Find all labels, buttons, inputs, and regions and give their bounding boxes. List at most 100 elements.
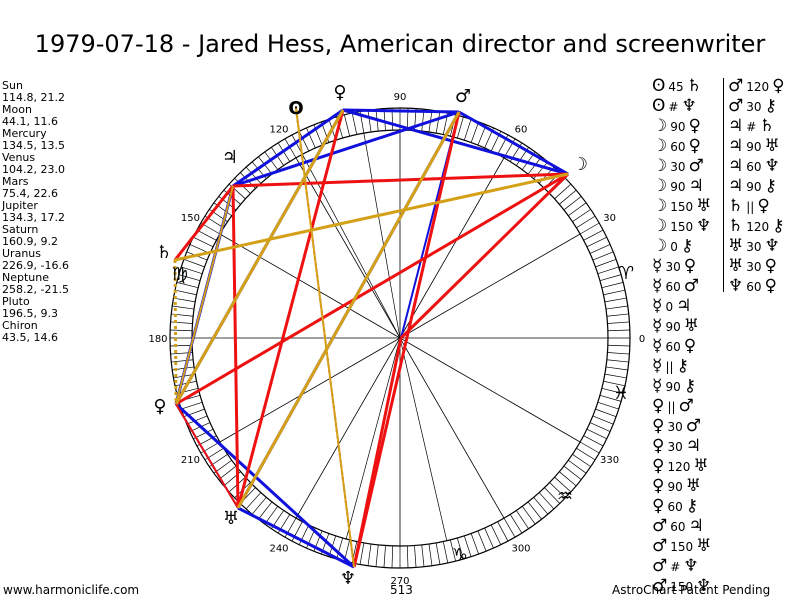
aspect-planet1: ☿	[652, 276, 663, 296]
aspect-entry: ♀ 60 ⚷	[652, 496, 698, 516]
house-spoke	[363, 133, 401, 339]
aspect-planet2: ♆	[696, 576, 712, 596]
aspect-planet1: ☿	[652, 336, 663, 356]
planet-coords: 226.9, -16.6	[2, 259, 69, 272]
jupiter-glyph: ♃	[222, 147, 238, 168]
aspect-line	[342, 108, 569, 176]
sun-glyph: ʘ	[288, 98, 303, 119]
ring-tick	[601, 282, 624, 289]
degree-label: 330	[600, 455, 619, 466]
aspect-angle: #	[670, 560, 681, 574]
planet-coords: 258.2, -21.5	[2, 283, 69, 296]
planet-name: Jupiter	[2, 199, 38, 212]
planet-coords: 160.9, 9.2	[2, 235, 58, 248]
aspect-planet1: ♂	[652, 516, 668, 536]
ring-tick	[601, 387, 624, 394]
ring-tick	[544, 487, 561, 504]
ring-tick	[181, 401, 203, 410]
aspect-planet1: ♂	[728, 76, 744, 96]
ring-tick	[606, 359, 629, 363]
aspect-angle: ||	[665, 360, 674, 374]
planet-name: Moon	[2, 103, 32, 116]
aspect-angle: 30	[667, 440, 683, 454]
aspect-planet2: ♀	[683, 336, 697, 356]
aspect-entry: ♂ # ♆	[652, 556, 699, 576]
ring-tick	[521, 506, 536, 525]
aspect-entry: ☽ 60 ♀	[652, 136, 701, 156]
aspect-line	[232, 172, 569, 188]
ring-tick	[391, 545, 394, 568]
planet-name: Mars	[2, 175, 29, 188]
aspect-line	[236, 111, 461, 509]
ring-tick	[595, 408, 617, 417]
aspect-planet1: ☿	[652, 356, 663, 376]
ring-tick	[435, 111, 441, 134]
aspect-planet1: ʘ	[652, 96, 666, 116]
ring-tick	[572, 454, 591, 467]
degree-label: 120	[269, 124, 288, 135]
aspect-line	[174, 109, 345, 405]
ring-tick	[589, 244, 611, 254]
aspect-planet1: ☽	[652, 176, 668, 196]
aspect-column-divider	[723, 78, 724, 292]
aspect-planet2: ♃	[688, 176, 704, 196]
ring-tick	[173, 297, 196, 303]
aspect-entry: ʘ 45 ♄	[652, 76, 702, 96]
aspect-angle: 150	[670, 580, 694, 594]
chart-title: 1979-07-18 - Jared Hess, American direct…	[34, 30, 766, 58]
ring-tick	[586, 236, 607, 248]
aspect-entry: ♀ || ♂	[652, 396, 694, 416]
degree-label: 150	[181, 213, 200, 224]
aspect-planet1: ☽	[652, 136, 668, 156]
ring-tick	[559, 189, 577, 205]
aspect-entry: ☿ 30 ♀	[652, 256, 696, 276]
degree-label: 30	[603, 213, 616, 224]
aspect-entry: ♃ 90 ⚷	[728, 176, 777, 196]
aspect-entry: ☽ 90 ♀	[652, 116, 701, 136]
ring-tick	[568, 202, 587, 217]
ring-tick	[484, 527, 494, 549]
aspect-planet2: ♃	[688, 516, 704, 536]
aspect-entry: ♀ 30 ♂	[652, 416, 701, 436]
aries-glyph: ♈	[618, 263, 634, 284]
ring-tick	[383, 108, 386, 131]
aspect-planet2: ♆	[764, 156, 780, 176]
ring-tick	[298, 131, 310, 152]
ring-tick	[592, 251, 614, 261]
aspect-angle: 30	[746, 240, 762, 254]
planet-coords: 134.5, 13.5	[2, 139, 65, 152]
aspect-planet1: ♀	[652, 496, 665, 516]
planet-coords: 44.1, 11.6	[2, 115, 58, 128]
aspect-angle: 30	[746, 100, 762, 114]
ring-tick	[599, 394, 622, 402]
house-spoke	[399, 337, 505, 519]
aspect-planet1: ♀	[652, 416, 665, 436]
ring-tick	[470, 121, 479, 143]
aspect-planet1: ♅	[728, 236, 744, 256]
ring-tick	[421, 109, 425, 132]
aspect-entry: ☽ 150 ♅	[652, 196, 711, 216]
aspect-entry: ♄ 120 ⚷	[728, 216, 785, 236]
aspect-angle: 60	[670, 140, 686, 154]
ring-tick	[583, 435, 604, 447]
aspect-planet2: ♄	[686, 76, 702, 96]
planet-name: Uranus	[2, 247, 41, 260]
aspect-planet1: ♅	[728, 256, 744, 276]
ring-tick	[186, 415, 208, 425]
ring-tick	[170, 329, 193, 332]
aspect-planet2: ♀	[688, 136, 701, 156]
aspect-planet2: ♂	[683, 276, 699, 296]
aspect-angle: 90	[670, 120, 686, 134]
ring-tick	[284, 138, 297, 159]
planet-name: Sun	[2, 79, 23, 92]
ring-tick	[435, 542, 441, 565]
house-spoke	[295, 157, 401, 339]
ring-tick	[463, 535, 472, 557]
aspect-line	[231, 185, 240, 509]
ring-tick	[509, 514, 523, 534]
aspect-planet2: ♀	[764, 256, 777, 276]
aspect-entry: ☽ 150 ♆	[652, 216, 711, 236]
aspect-planet1: ♀	[652, 456, 665, 476]
